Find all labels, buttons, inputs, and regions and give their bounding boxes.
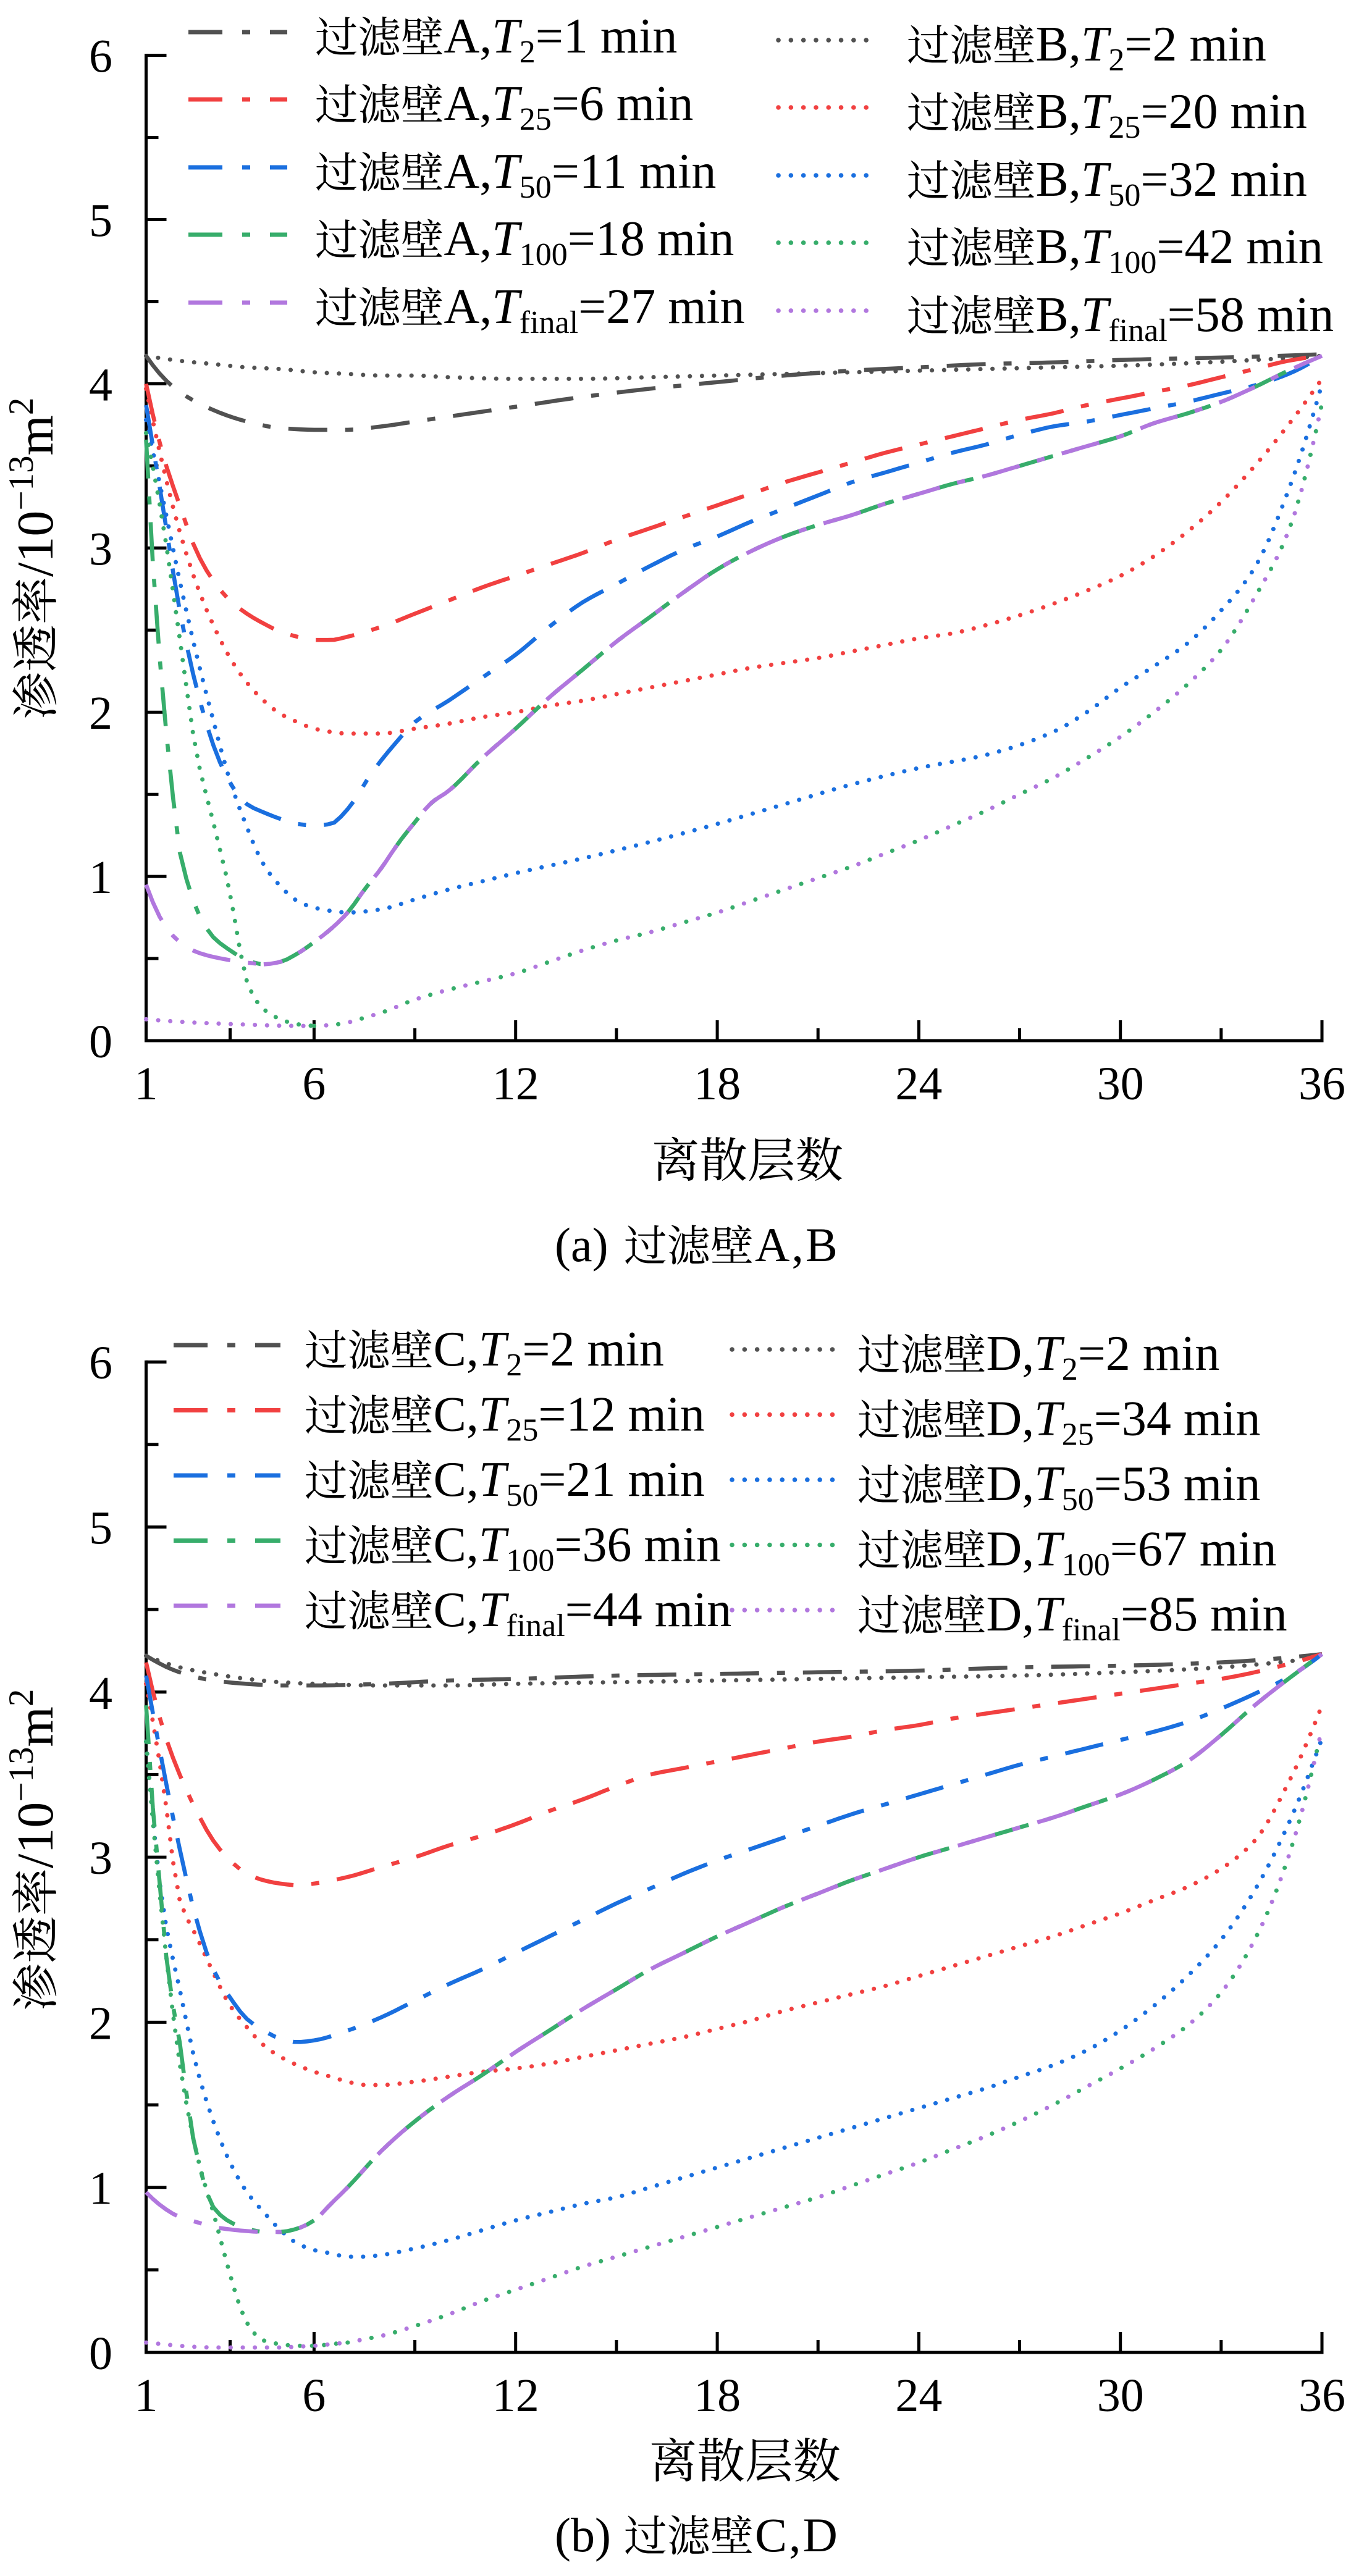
svg-text:36: 36: [1298, 2370, 1345, 2422]
svg-text:C,Tfinal=44 min: C,Tfinal=44 min: [434, 1583, 732, 1643]
svg-text:6: 6: [89, 1337, 112, 1389]
svg-text:3: 3: [89, 1832, 112, 1884]
svg-text:24: 24: [895, 1058, 942, 1110]
svg-text:18: 18: [694, 2370, 741, 2422]
svg-text:D,T50=53 min: D,T50=53 min: [987, 1457, 1261, 1517]
svg-text:12: 12: [492, 2370, 539, 2422]
svg-text:A,B: A,B: [755, 1218, 840, 1272]
svg-text:36: 36: [1298, 1058, 1345, 1110]
svg-text:A,T50=11 min: A,T50=11 min: [444, 145, 717, 205]
svg-text:C,T100=36 min: C,T100=36 min: [434, 1518, 721, 1579]
svg-text:B,T50=32 min: B,T50=32 min: [1036, 153, 1307, 213]
svg-text:B,T25=20 min: B,T25=20 min: [1036, 85, 1307, 145]
svg-text:A,T25=6 min: A,T25=6 min: [444, 77, 694, 137]
svg-text:1: 1: [135, 2370, 158, 2422]
svg-text:C,T50=21 min: C,T50=21 min: [434, 1453, 705, 1513]
svg-text:B,T100=42 min: B,T100=42 min: [1036, 220, 1323, 280]
svg-text:D,Tfinal=85 min: D,Tfinal=85 min: [987, 1587, 1287, 1648]
svg-text:24: 24: [895, 2370, 942, 2422]
svg-text:6: 6: [302, 1058, 326, 1110]
svg-text:D,T100=67 min: D,T100=67 min: [987, 1522, 1277, 1583]
svg-text:A,Tfinal=27 min: A,Tfinal=27 min: [444, 280, 745, 340]
svg-text:4: 4: [89, 359, 112, 411]
svg-text:4: 4: [89, 1668, 112, 1719]
svg-text:1: 1: [89, 852, 112, 904]
svg-text:18: 18: [694, 1058, 741, 1110]
svg-text:(a): (a): [555, 1218, 608, 1272]
svg-text:6: 6: [89, 31, 112, 83]
svg-text:3: 3: [89, 523, 112, 575]
svg-text:6: 6: [302, 2370, 326, 2422]
svg-text:30: 30: [1097, 2370, 1144, 2422]
svg-text:1: 1: [135, 1058, 158, 1110]
svg-text:1: 1: [89, 2163, 112, 2215]
svg-text:2: 2: [89, 1997, 112, 2049]
svg-text:(b): (b): [555, 2508, 611, 2562]
svg-text:12: 12: [492, 1058, 539, 1110]
svg-text:A,T2=1 min: A,T2=1 min: [444, 9, 678, 70]
svg-text:C,D: C,D: [755, 2508, 840, 2562]
svg-text:5: 5: [89, 195, 112, 247]
svg-text:D,T2=2 min: D,T2=2 min: [987, 1327, 1220, 1387]
svg-text:C,T2=2 min: C,T2=2 min: [434, 1322, 664, 1383]
svg-text:B,T2=2 min: B,T2=2 min: [1036, 17, 1266, 78]
svg-text:C,T25=12 min: C,T25=12 min: [434, 1388, 705, 1448]
svg-text:B,Tfinal=58 min: B,Tfinal=58 min: [1036, 288, 1334, 348]
svg-text:0: 0: [89, 1016, 112, 1068]
svg-text:A,T100=18 min: A,T100=18 min: [444, 212, 734, 272]
svg-text:0: 0: [89, 2328, 112, 2380]
svg-text:2: 2: [89, 687, 112, 739]
svg-text:30: 30: [1097, 1058, 1144, 1110]
svg-text:D,T25=34 min: D,T25=34 min: [987, 1392, 1261, 1453]
svg-text:5: 5: [89, 1503, 112, 1554]
